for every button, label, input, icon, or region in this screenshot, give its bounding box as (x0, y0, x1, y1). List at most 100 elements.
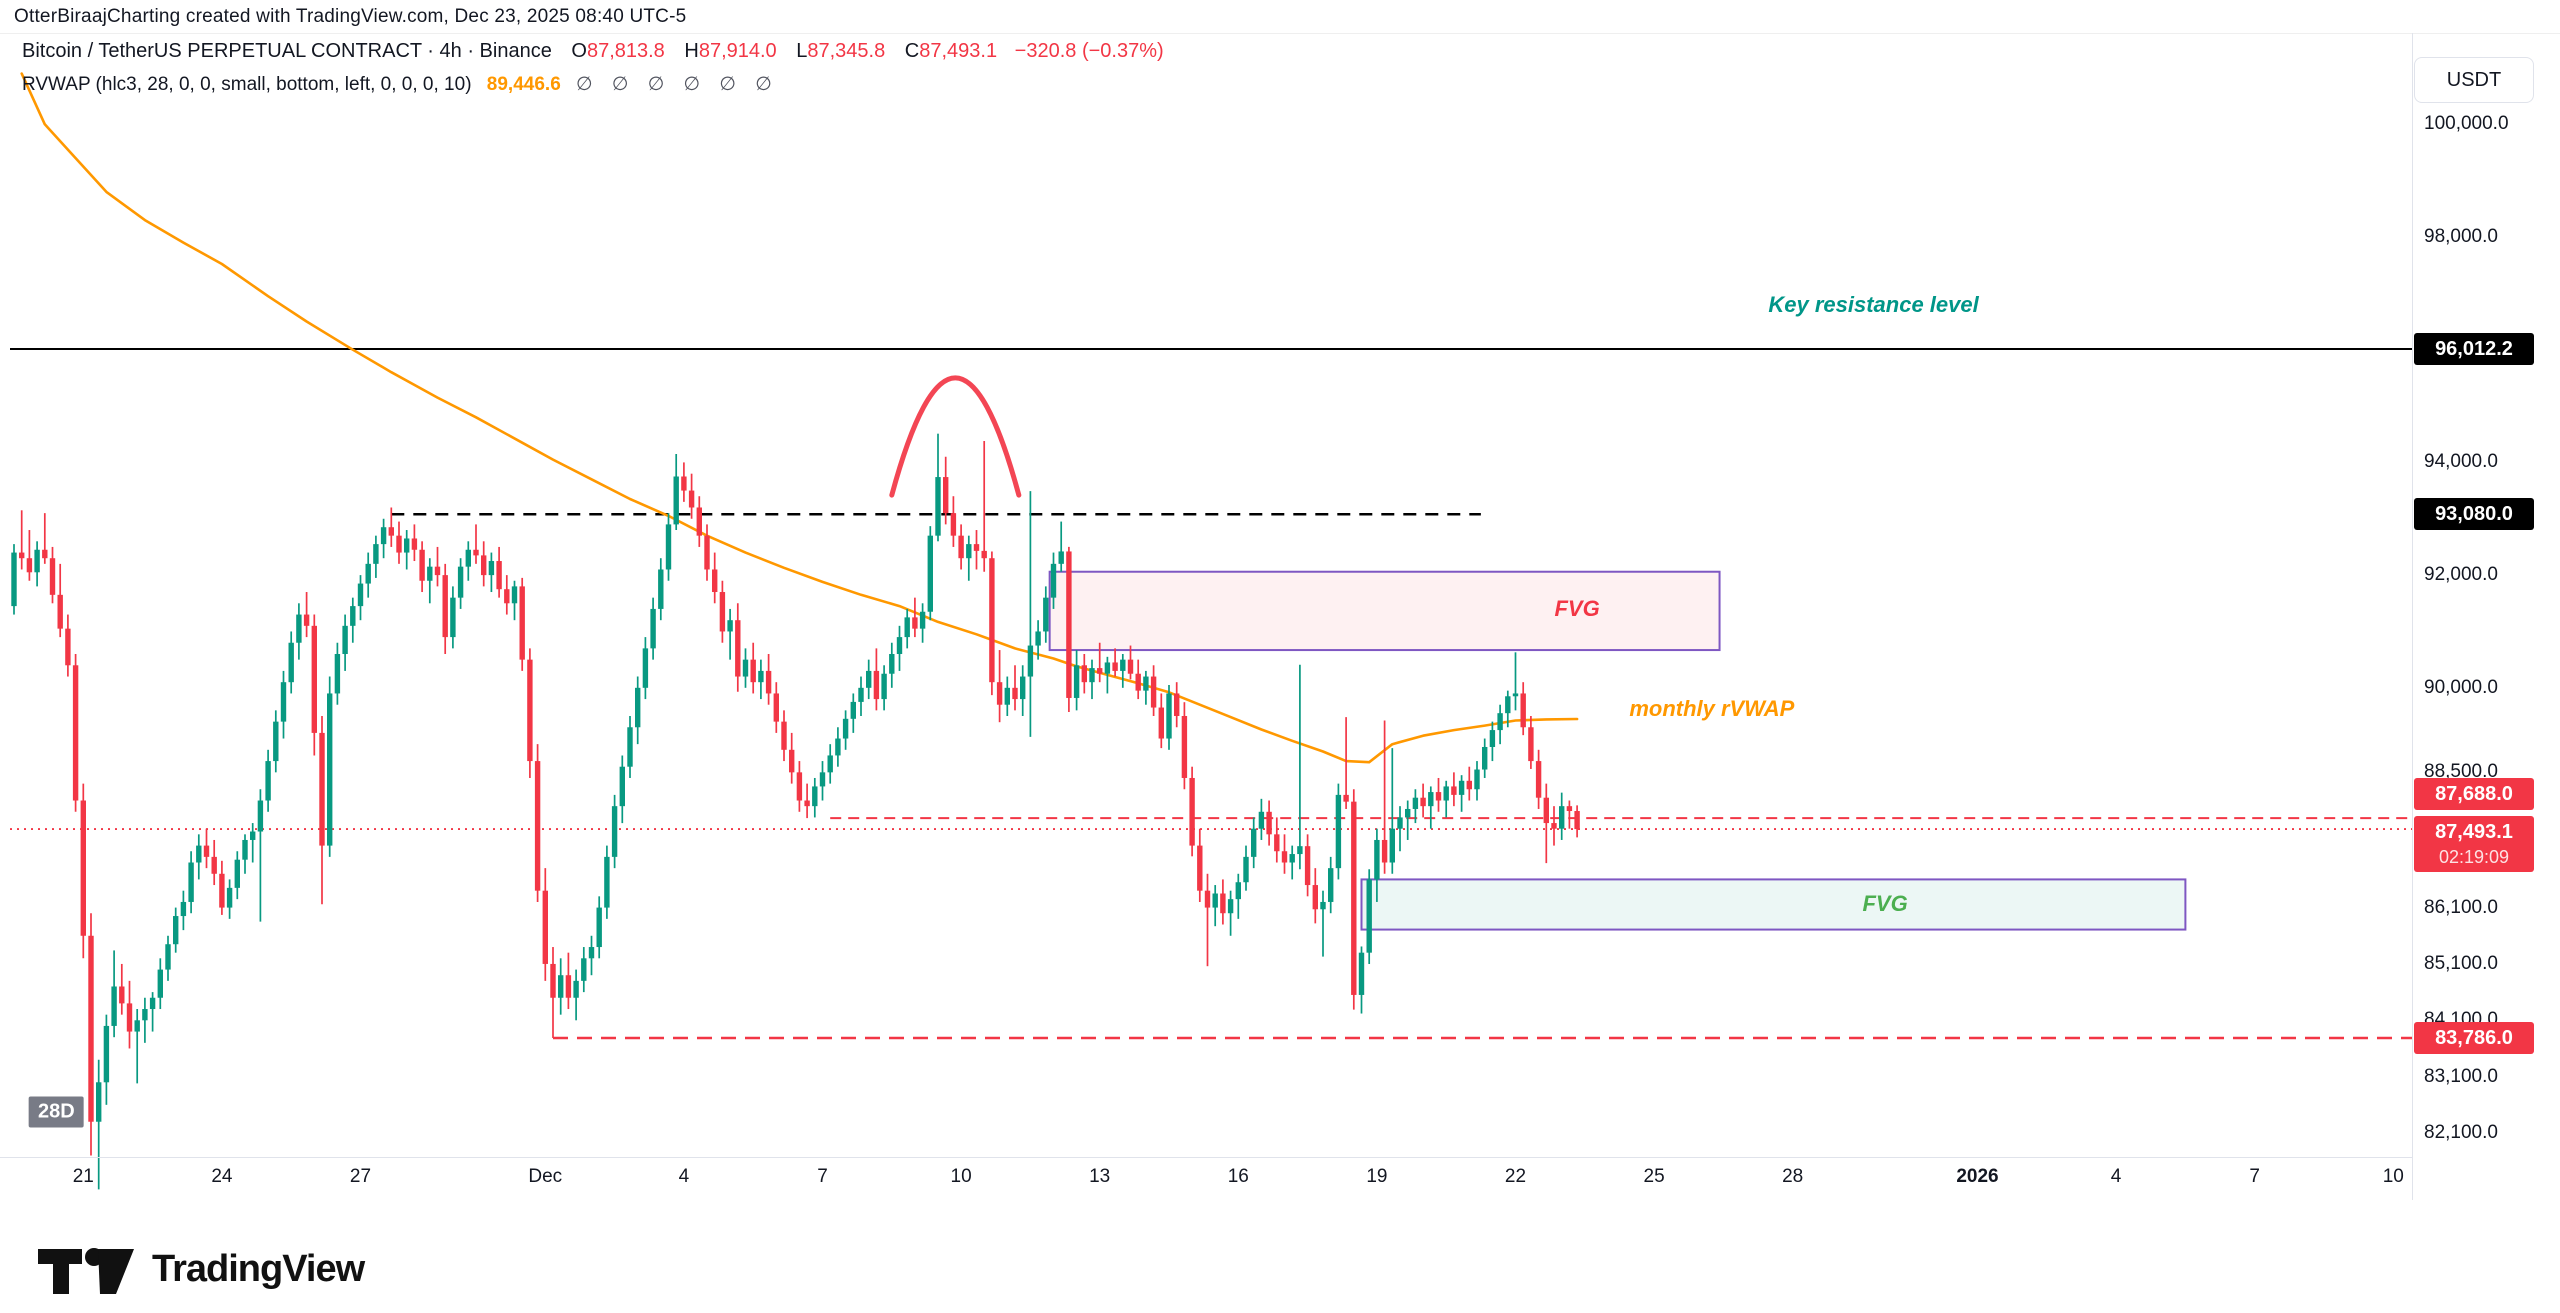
candle-body (943, 477, 949, 514)
candle-body (1381, 839, 1388, 863)
candle-body (226, 887, 233, 908)
candle-body (550, 963, 556, 998)
candle-body (1320, 901, 1326, 910)
change-value: −320.8 (−0.37%) (1014, 40, 1164, 62)
candle-body (1358, 952, 1365, 995)
candle-body (704, 535, 710, 570)
time-axis-label: Dec (528, 1166, 563, 1187)
candle-body (504, 589, 510, 604)
candle-body (696, 507, 702, 536)
candle-body (1482, 746, 1488, 770)
candle-body (1073, 665, 1080, 698)
candle-body (111, 986, 117, 1026)
currency-toggle-button[interactable]: USDT (2414, 57, 2534, 103)
candle-body (635, 687, 641, 728)
candle-body (804, 800, 810, 807)
time-axis-label: 24 (211, 1166, 233, 1187)
candle-body (65, 628, 71, 666)
candle-body (958, 535, 964, 559)
candle-body (1574, 811, 1580, 830)
candle-body (758, 670, 764, 683)
candle-body (527, 659, 533, 762)
time-axis-label: 4 (678, 1166, 690, 1187)
indicator-legend-row[interactable]: RVWAP (hlc3, 28, 0, 0, small, bottom, le… (22, 73, 1164, 96)
candle-body (11, 552, 17, 607)
candle-body (1374, 839, 1380, 880)
arc-drawing[interactable] (889, 375, 1022, 498)
candle-body (388, 527, 394, 536)
candle-body (126, 1003, 133, 1032)
candle-body (365, 563, 371, 584)
candle-body (827, 755, 833, 773)
tradingview-logo[interactable]: TradingView (36, 1244, 365, 1294)
candle-body (950, 513, 957, 536)
fvg-upper-label[interactable]: FVG (1554, 595, 1600, 621)
candle-body (765, 670, 772, 694)
candle-body (327, 693, 333, 846)
candle-body (496, 561, 502, 590)
time-axis-label: 16 (1227, 1166, 1249, 1187)
fvg-lower-label[interactable]: FVG (1862, 891, 1908, 917)
rvwap-line[interactable] (20, 72, 1579, 764)
candle-body (1512, 693, 1519, 697)
vwap-anchor-28d-badge[interactable]: 28D (28, 1096, 84, 1128)
candle-body (442, 575, 448, 638)
candle-body (1112, 662, 1118, 671)
price-badge: 96,012.2 (2414, 333, 2534, 366)
candle-body (219, 873, 225, 908)
candle-body (712, 569, 718, 593)
candle-body (1505, 696, 1511, 714)
candle-body (1166, 693, 1172, 739)
candle-body (19, 552, 25, 559)
key-resistance-label[interactable]: Key resistance level (1768, 292, 1979, 318)
candle-body (1528, 727, 1534, 762)
candle-body (1328, 868, 1334, 902)
price-badge: 83,786.0 (2414, 1021, 2534, 1054)
candle-body (619, 766, 625, 807)
candle-body (80, 800, 86, 936)
candle-body (789, 749, 795, 773)
candle-body (288, 642, 294, 683)
candle-body (1097, 668, 1103, 674)
candle-body (311, 625, 317, 733)
candle-body (1004, 687, 1010, 705)
symbol-title[interactable]: Bitcoin / TetherUS PERPETUAL CONTRACT · … (22, 40, 552, 62)
candle-body (488, 561, 495, 576)
fvg-lower-box[interactable] (1360, 878, 2187, 931)
candle-body (927, 535, 933, 612)
symbol-legend-row[interactable]: Bitcoin / TetherUS PERPETUAL CONTRACT · … (22, 40, 1164, 63)
indicator-name[interactable]: RVWAP (hlc3, 28, 0, 0, small, bottom, le… (22, 74, 472, 95)
candle-body (912, 617, 918, 629)
candle-body (719, 592, 726, 632)
candle-body (1043, 597, 1049, 632)
time-axis-label: 10 (950, 1166, 972, 1187)
level-lines-layer[interactable] (10, 348, 2412, 1040)
price-axis-label: 94,000.0 (2424, 451, 2498, 473)
candlestick-layer (11, 433, 1580, 1190)
candle-body (658, 569, 664, 609)
candle-body (1428, 792, 1434, 807)
fvg-upper-box[interactable] (1048, 570, 1721, 652)
candle-body (604, 856, 610, 908)
candle-body (57, 594, 63, 629)
candle-body (34, 549, 40, 573)
time-axis-label: 25 (1643, 1166, 1665, 1187)
candle-body (1197, 845, 1203, 891)
candle-body (873, 670, 880, 700)
candle-body (119, 986, 125, 1004)
candle-body (981, 550, 987, 559)
candle-body (565, 975, 572, 998)
candle-body (642, 648, 649, 688)
candle-body (1566, 806, 1573, 812)
close-label: C (904, 40, 920, 62)
time-axis-label: 7 (2249, 1166, 2260, 1187)
monthly-rvwap-label[interactable]: monthly rVWAP (1629, 695, 1795, 721)
fvg-boxes-layer[interactable] (1048, 570, 2187, 931)
price-axis-label: 98,000.0 (2424, 226, 2498, 247)
candle-body (996, 682, 1003, 705)
candle-body (303, 614, 310, 626)
candle-body (280, 682, 287, 722)
candle-body (581, 958, 587, 981)
candle-body (1204, 890, 1211, 908)
